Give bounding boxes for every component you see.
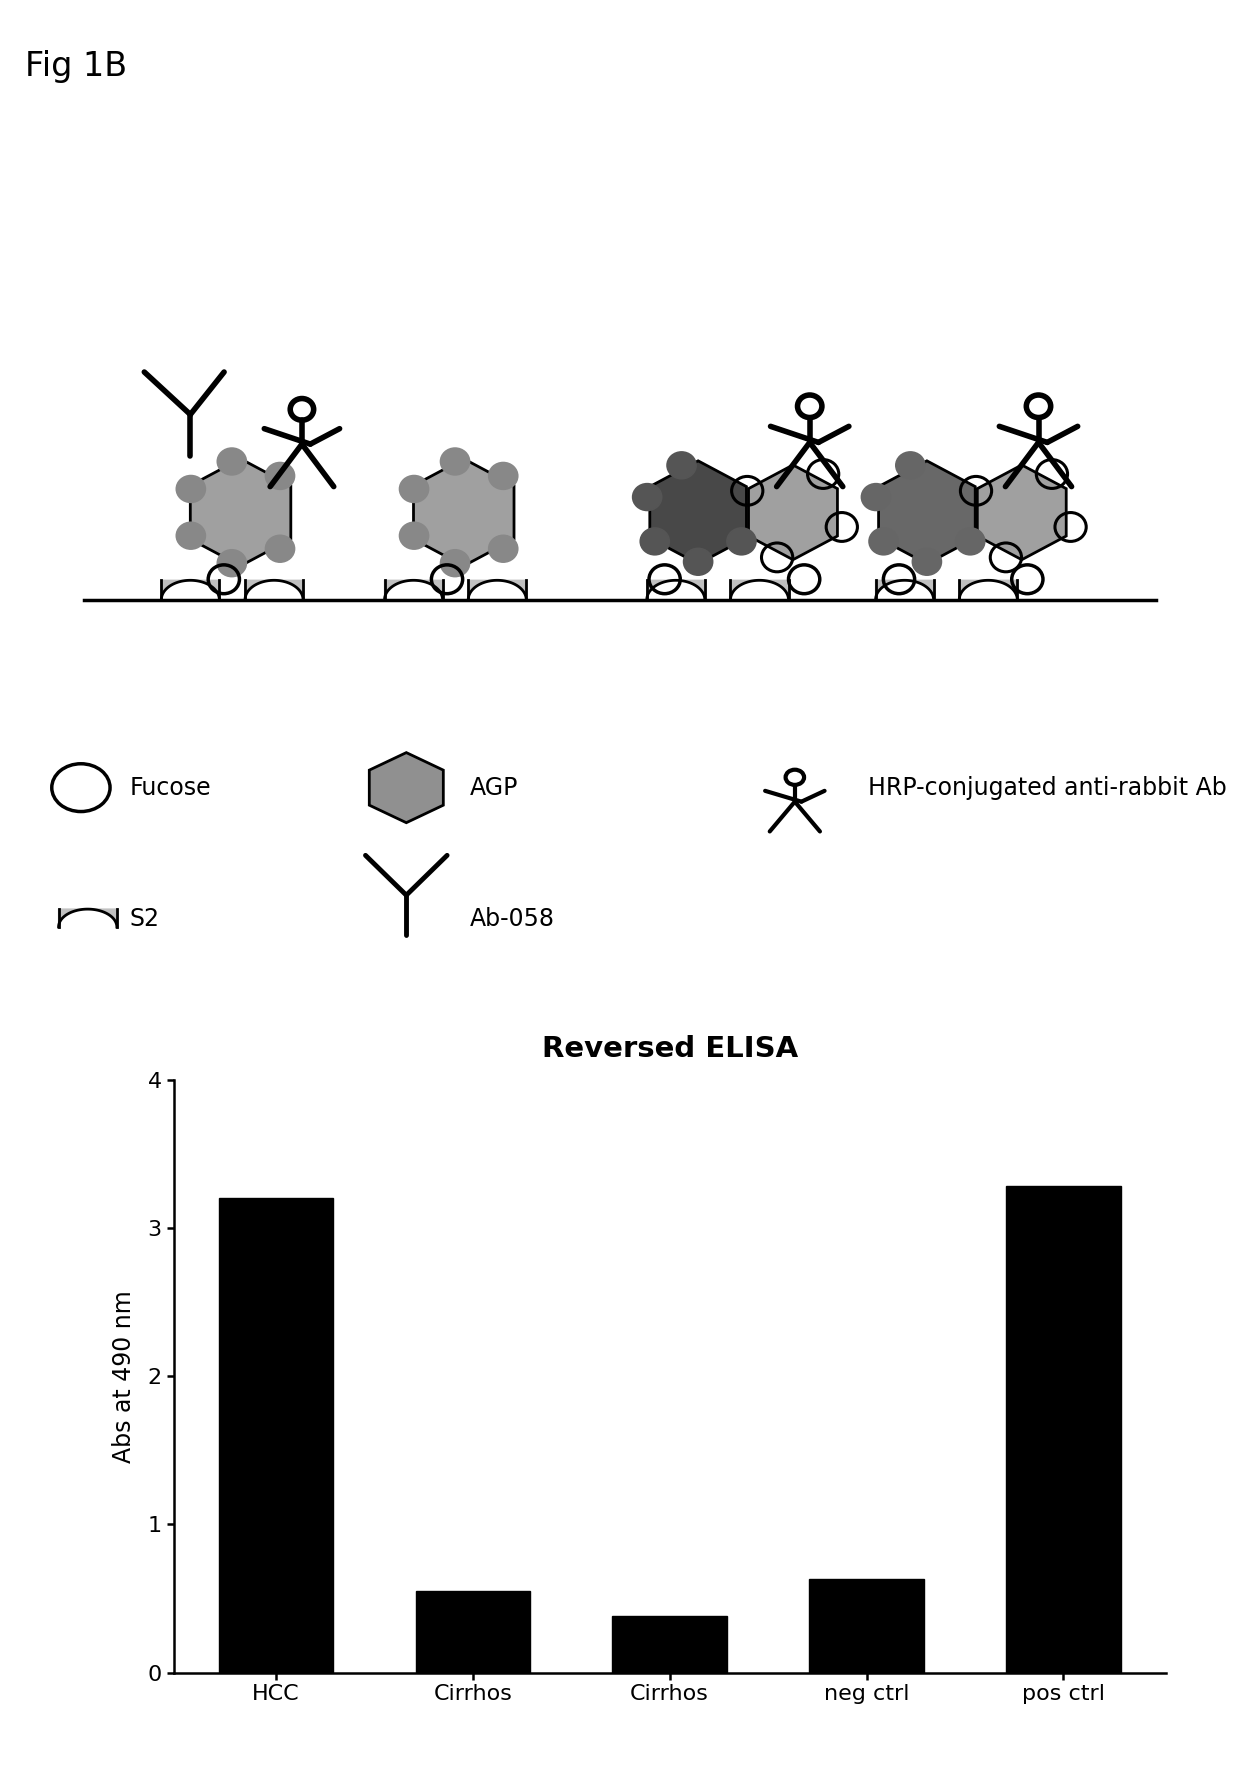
Polygon shape [246, 581, 303, 600]
Circle shape [895, 451, 925, 478]
Bar [1007, 1186, 1121, 1673]
Y-axis label: Abs at 490 nm: Abs at 490 nm [113, 1290, 136, 1462]
Circle shape [489, 462, 518, 489]
Circle shape [727, 527, 756, 554]
Polygon shape [879, 460, 975, 565]
Polygon shape [749, 466, 837, 559]
Circle shape [956, 527, 985, 554]
Text: S2: S2 [129, 906, 160, 931]
Circle shape [176, 522, 206, 549]
Circle shape [176, 476, 206, 503]
Text: AGP: AGP [470, 775, 518, 800]
Bar [810, 1579, 924, 1673]
Polygon shape [161, 581, 219, 600]
Circle shape [640, 527, 670, 554]
Circle shape [217, 448, 247, 474]
Polygon shape [960, 581, 1017, 600]
Polygon shape [730, 581, 789, 600]
Circle shape [683, 549, 713, 575]
Text: HRP-conjugated anti-rabbit Ab: HRP-conjugated anti-rabbit Ab [868, 775, 1226, 800]
Circle shape [265, 535, 295, 563]
Polygon shape [647, 581, 704, 600]
Polygon shape [384, 581, 443, 600]
Bar [613, 1616, 727, 1673]
Circle shape [440, 550, 470, 577]
Text: Ab-058: Ab-058 [470, 906, 554, 931]
Polygon shape [370, 752, 444, 823]
Circle shape [862, 483, 890, 510]
Circle shape [265, 462, 295, 489]
Circle shape [399, 522, 429, 549]
Polygon shape [413, 458, 515, 566]
Bar [415, 1591, 529, 1673]
Bar [218, 1198, 332, 1673]
Polygon shape [977, 466, 1066, 559]
Polygon shape [875, 581, 934, 600]
Polygon shape [650, 460, 746, 565]
Circle shape [440, 448, 470, 474]
Circle shape [667, 451, 696, 478]
Polygon shape [469, 581, 526, 600]
Circle shape [632, 483, 662, 510]
Circle shape [869, 527, 898, 554]
Circle shape [217, 550, 247, 577]
Text: Fucose: Fucose [129, 775, 211, 800]
Circle shape [399, 476, 429, 503]
Circle shape [489, 535, 518, 563]
Text: Fig 1B: Fig 1B [25, 50, 126, 83]
Circle shape [913, 549, 941, 575]
Polygon shape [58, 910, 117, 927]
Title: Reversed ELISA: Reversed ELISA [542, 1035, 797, 1064]
Polygon shape [190, 458, 291, 566]
